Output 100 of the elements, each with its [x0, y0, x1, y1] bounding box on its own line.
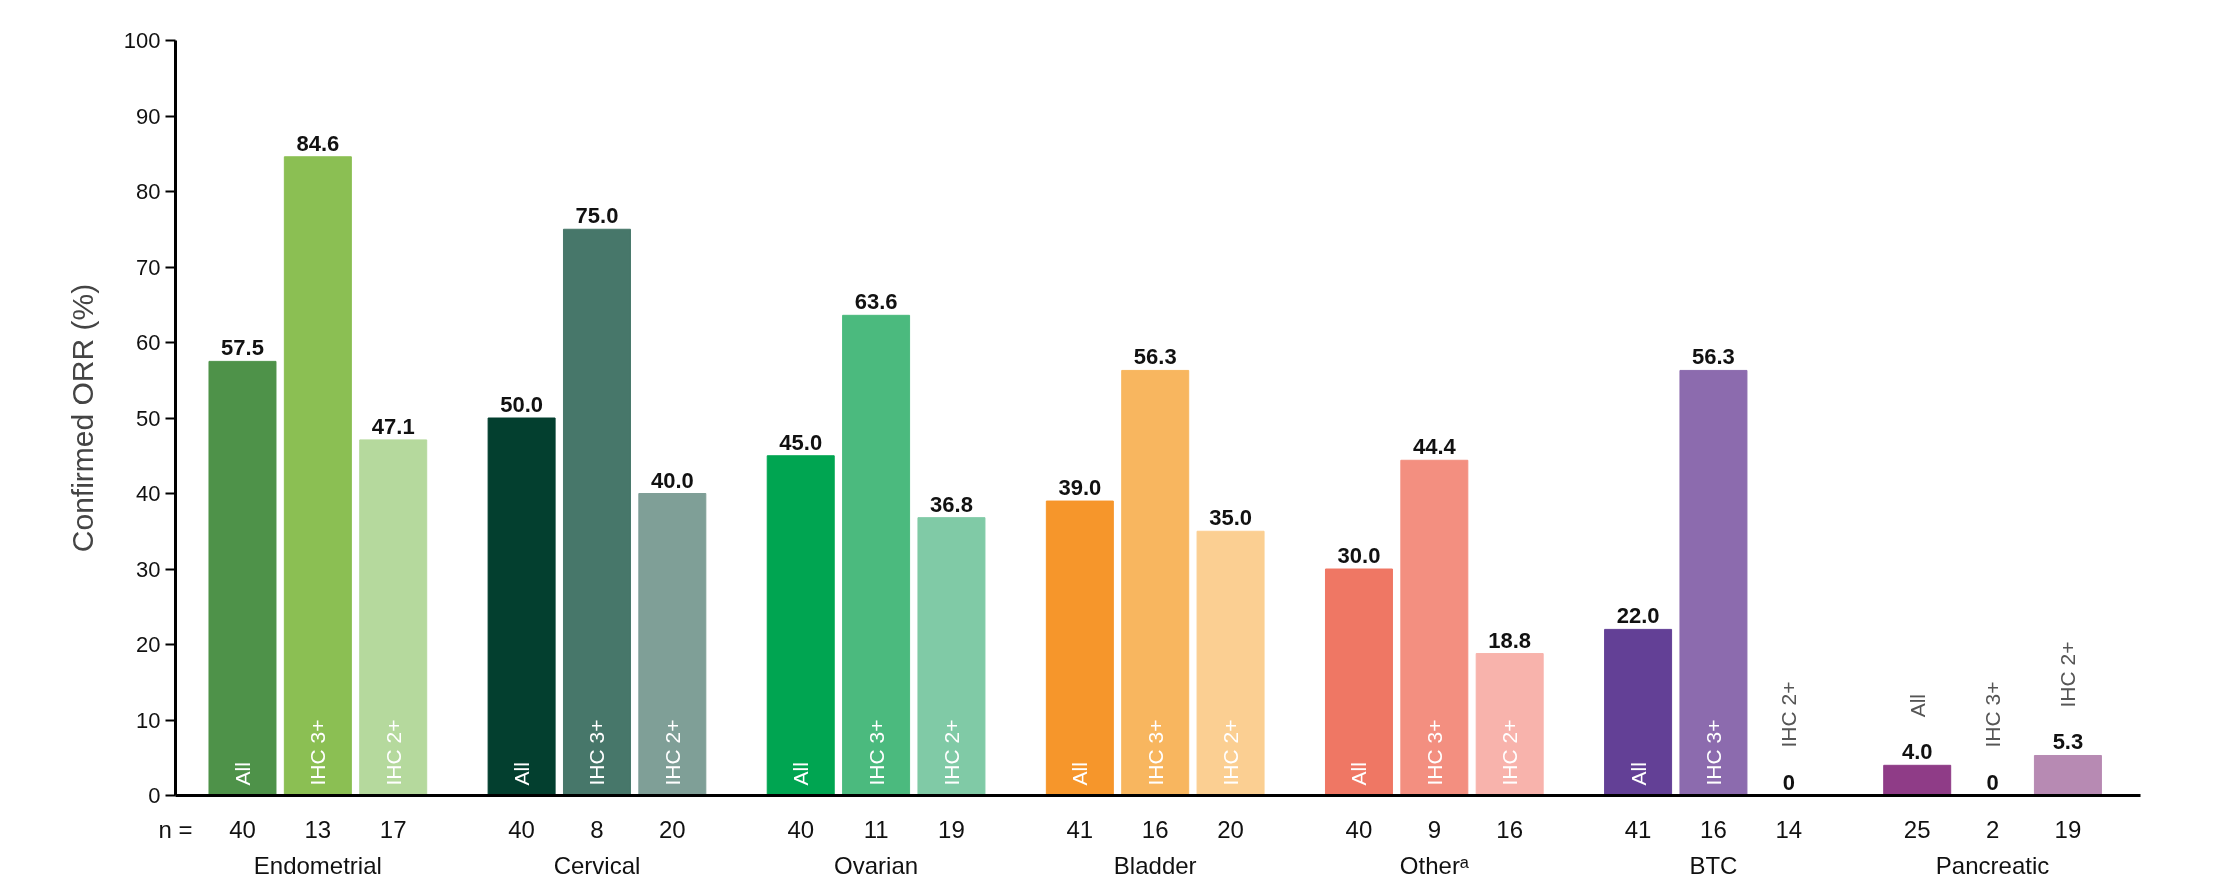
data-label: 44.4	[1412, 434, 1457, 460]
y-tick-label: 70	[136, 254, 161, 280]
text: 19	[938, 815, 965, 843]
text: 40	[229, 815, 256, 843]
text: 16	[1700, 815, 1727, 843]
data-label: 22.0	[1616, 603, 1660, 629]
data-label: 35.0	[1209, 505, 1252, 531]
data-label: 39.0	[1058, 475, 1102, 501]
data-label: 0	[1986, 769, 1999, 795]
bar	[1324, 568, 1393, 796]
data-label: 57.5	[221, 335, 264, 361]
bar	[562, 228, 631, 796]
data-label: 0	[1782, 769, 1795, 795]
data-label: 47.1	[371, 413, 415, 439]
series-label: All	[230, 762, 254, 786]
y-tick-label: 10	[136, 707, 161, 733]
bar	[1679, 369, 1748, 796]
series-label: IHC 3+	[306, 719, 330, 786]
text: IHC 3+	[1143, 719, 1167, 786]
text: 40	[508, 815, 535, 843]
y-tick-label: 50	[136, 405, 161, 431]
text: 25	[1903, 815, 1931, 843]
text: n =	[158, 815, 193, 843]
text: 16	[1496, 815, 1524, 843]
x-tick-label: Otherᵃ	[1399, 851, 1470, 879]
bar	[842, 314, 911, 796]
text: All	[789, 762, 813, 786]
text: 11	[863, 815, 889, 843]
text: IHC 3+	[864, 719, 888, 786]
data-label: 40.0	[650, 467, 694, 493]
text: IHC 3+	[1701, 719, 1725, 786]
text: IHC 2+	[660, 719, 684, 786]
x-tick-label: BTC	[1689, 851, 1738, 879]
text: IHC 2+	[1498, 719, 1522, 786]
text: All	[1626, 762, 1650, 786]
bar	[283, 156, 352, 796]
bar	[1604, 628, 1673, 796]
bar	[638, 493, 707, 796]
bar	[1045, 500, 1114, 796]
data-label: 56.3	[1133, 344, 1177, 370]
data-label: 63.6	[854, 289, 898, 315]
y-tick-label: 0	[148, 783, 161, 808]
bar	[1121, 369, 1190, 796]
text: IHC 2+	[939, 719, 963, 786]
bar	[1475, 653, 1544, 796]
x-tick-label: Pancreatic	[1935, 851, 2050, 879]
bar	[1196, 530, 1265, 796]
data-label: 75.0	[575, 203, 619, 229]
y-axis-title: Confirmed ORR (%)	[65, 283, 99, 553]
text: 17	[379, 815, 407, 843]
y-tick-label: 100	[123, 28, 161, 53]
text: 2	[1985, 815, 2000, 843]
text: 19	[2054, 815, 2082, 843]
text: IHC 3+	[1981, 681, 2005, 748]
data-label: 50.0	[500, 392, 544, 417]
text: 14	[1775, 815, 1803, 843]
y-tick-label: 40	[136, 481, 161, 506]
text: 41	[1066, 815, 1094, 843]
bar	[1400, 459, 1469, 796]
y-tick-label: 80	[136, 179, 161, 204]
text: IHC 2+	[1219, 719, 1243, 786]
text: All	[1347, 762, 1371, 786]
text: 20	[658, 815, 686, 843]
bar	[208, 360, 277, 796]
text: 40	[787, 815, 815, 843]
text: All	[510, 762, 534, 786]
data-label: 56.3	[1692, 344, 1735, 370]
data-label: 18.8	[1488, 627, 1532, 653]
y-tick-label: 90	[136, 103, 161, 129]
x-tick-label: Bladder	[1113, 851, 1197, 879]
bar	[487, 417, 556, 796]
text: IHC 3+	[585, 719, 609, 786]
text: 8	[590, 815, 604, 843]
text: All	[1905, 693, 1929, 718]
data-label: 30.0	[1337, 543, 1381, 568]
data-label: 84.6	[296, 130, 340, 156]
text: 16	[1141, 815, 1169, 843]
x-tick-label: Cervical	[553, 851, 641, 879]
y-tick-label: 30	[136, 556, 161, 582]
text: IHC 3+	[1422, 719, 1446, 786]
x-tick-label: Endometrial	[253, 851, 382, 879]
bar	[2033, 754, 2102, 796]
text: 40	[1345, 815, 1373, 843]
series-label: IHC 2+	[381, 719, 405, 786]
y-tick-label: 60	[136, 330, 161, 355]
data-label: 4.0	[1901, 739, 1933, 765]
text: IHC 2+	[1777, 681, 1801, 748]
text: 13	[304, 815, 332, 843]
text: 9	[1427, 815, 1442, 843]
data-label: 45.0	[779, 429, 823, 455]
data-label: 36.8	[930, 491, 973, 517]
text: 20	[1217, 815, 1244, 843]
y-tick-label: 20	[136, 632, 161, 657]
text: 41	[1624, 815, 1652, 843]
bar	[766, 455, 835, 796]
x-tick-label: Ovarian	[834, 851, 919, 879]
text: All	[1068, 762, 1092, 786]
bar	[1883, 764, 1952, 796]
text: IHC 2+	[2056, 641, 2080, 708]
data-label: 5.3	[2052, 729, 2084, 755]
